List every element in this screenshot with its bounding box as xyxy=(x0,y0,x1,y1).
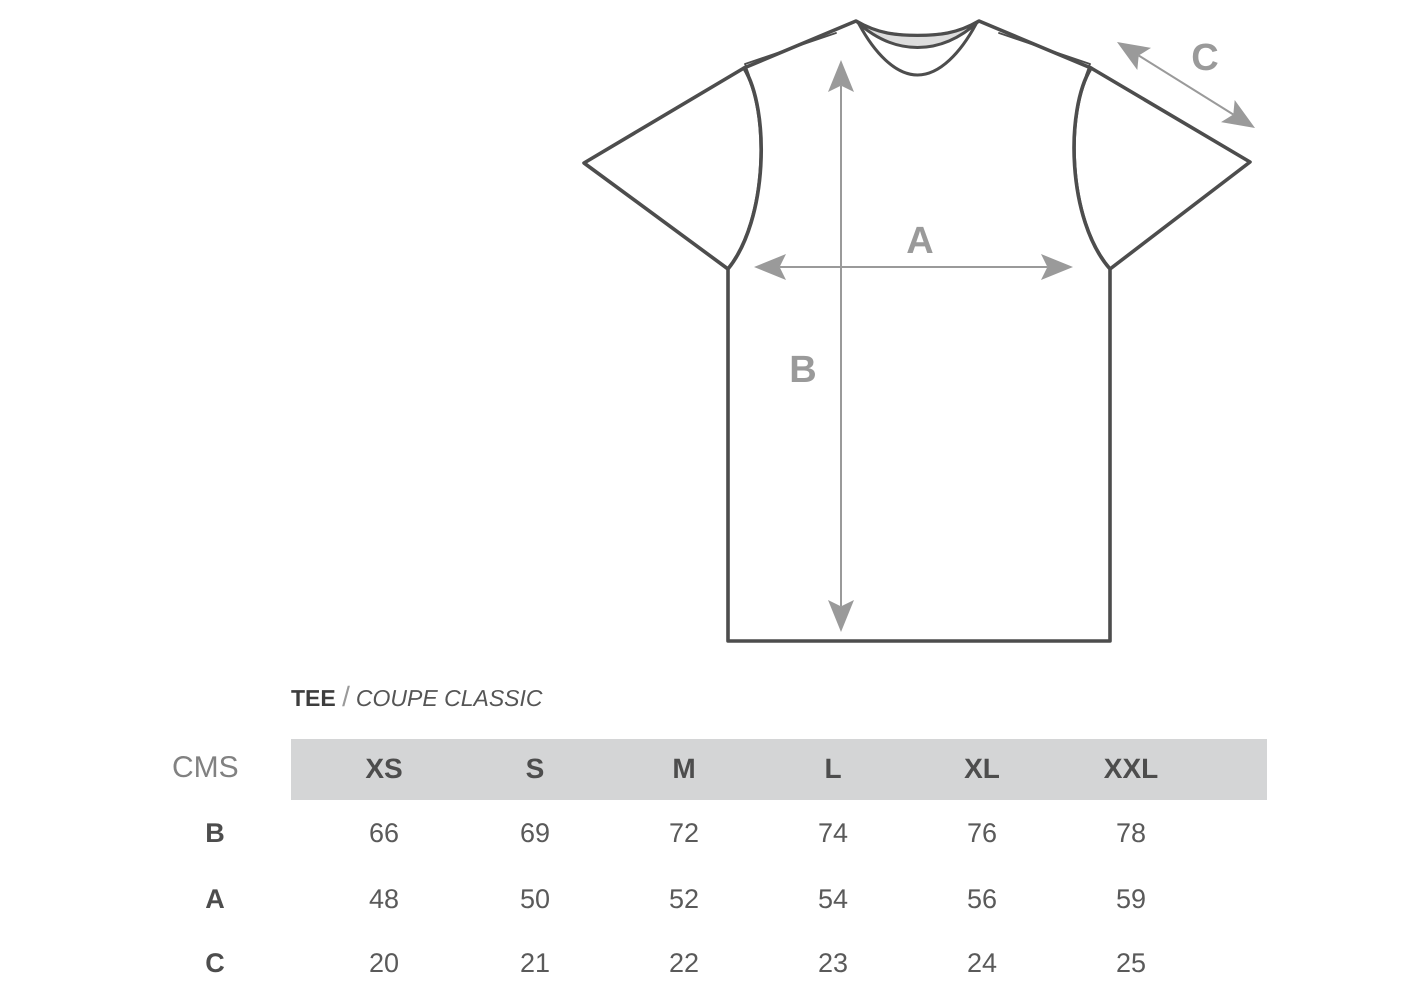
svg-text:A: A xyxy=(906,220,933,262)
svg-text:B: B xyxy=(789,349,816,391)
svg-text:C: C xyxy=(1191,37,1218,79)
